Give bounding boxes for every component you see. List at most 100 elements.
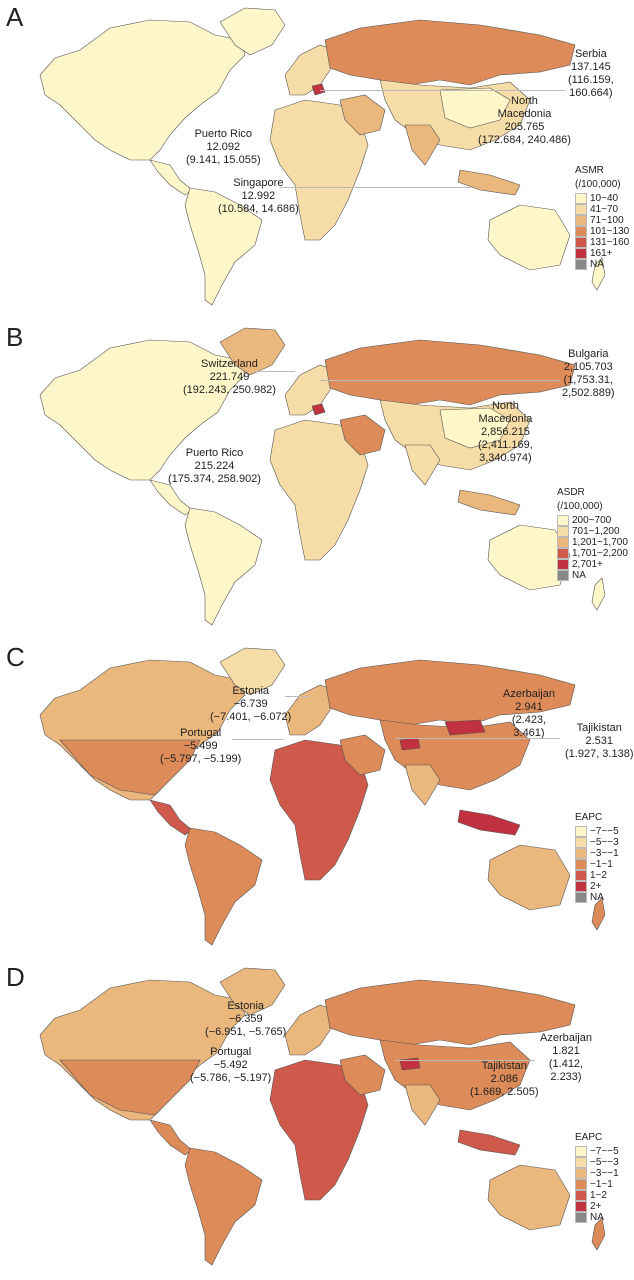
south-america-region: [184, 187, 263, 306]
panel-letter: A: [6, 2, 24, 32]
legend-item: 10~40: [575, 193, 629, 204]
annotation-line: (2.423,: [511, 714, 547, 726]
leader-line: [395, 738, 560, 739]
annotation-line: 215.224: [194, 460, 235, 472]
annotation-line: Portugal: [210, 1046, 252, 1058]
annotation-line: (10.584, 14.686): [218, 203, 299, 215]
world-map-d: [39, 967, 606, 1266]
legend-label: 2,701+: [572, 558, 603, 570]
europe-region: [284, 1004, 336, 1056]
legend-item: 2+: [575, 1201, 619, 1212]
annotation-line: Macedonia: [478, 413, 533, 425]
europe-region: [284, 684, 336, 736]
legend-swatch: [575, 215, 587, 226]
annotation-line: 2.086: [490, 1073, 519, 1085]
legend-swatch: [557, 515, 569, 526]
annotation-line: 205.765: [504, 121, 545, 133]
annotation-line: −6.359: [228, 1013, 263, 1025]
legend-swatch: [557, 548, 569, 559]
annotation-line: 2,105.703: [563, 361, 613, 373]
legend-label: −1~1: [590, 858, 613, 870]
legend-subtitle: (/100,000): [557, 501, 603, 512]
legend-item: NA: [575, 892, 619, 903]
legend-swatch: [575, 1190, 587, 1201]
mongolia-region: [444, 719, 486, 736]
annotation-line: 2,502.889): [562, 387, 615, 399]
legend-label: 200~700: [572, 514, 612, 526]
legend-label: 10~40: [590, 192, 619, 204]
sea-islands-region: [457, 169, 521, 196]
annotation-line: (175.374, 258.902): [168, 473, 261, 485]
legend-d: EAPC −7~−5 −5~−3 −3~−1 −1~1 1~2 2+ NA: [575, 1132, 619, 1223]
central-america-region: [149, 799, 193, 836]
legend-a: ASMR (/100,000) 10~40 41~70 71~100 101~1…: [575, 165, 629, 270]
annotation-puerto-rico: Puerto Rico 12.092 (9.141, 15.055): [186, 128, 261, 167]
central-america-region: [149, 1119, 193, 1156]
annotation-line: (−6.951, −5.765): [205, 1026, 287, 1038]
panel-letter: C: [6, 642, 25, 672]
world-map-b: [39, 327, 606, 626]
legend-item: NA: [575, 259, 629, 270]
legend-label: −7~−5: [590, 1145, 619, 1157]
legend-swatch: [575, 248, 587, 259]
legend-label: 101~130: [590, 225, 630, 237]
india-region: [404, 1084, 441, 1126]
annotation-line: (192.243, 250.982): [183, 384, 276, 396]
russia-region: [324, 659, 576, 726]
annotation-azerbaijan: Azerbaijan 2.941 (2.423, 3.461): [503, 688, 555, 740]
south-america-region: [184, 827, 263, 946]
annotation-line: −6.739: [233, 698, 268, 710]
annotation-line: North: [511, 95, 538, 107]
annotation-line: Azerbaijan: [540, 1032, 592, 1044]
legend-label: 1,701~2,200: [572, 547, 628, 559]
annotation-line: 2.941: [515, 701, 543, 713]
legend-item: −7~−5: [575, 826, 619, 837]
annotation-tajikistan: Tajikistan 2.086 (1.669, 2.505): [470, 1060, 539, 1099]
annotation-line: −5.499: [183, 740, 218, 752]
panel-c: C Estonia −6.739 (−7.401, −6.072) Azerba…: [0, 640, 634, 960]
india-region: [404, 124, 441, 166]
annotation-line: 12.092: [206, 141, 241, 153]
leader-line: [232, 739, 284, 740]
annotation-line: 3,340.974): [479, 452, 532, 464]
new-zealand-region: [591, 897, 606, 931]
legend-item: 1~2: [575, 870, 619, 881]
legend-label: 701~1,200: [572, 525, 620, 537]
annotation-line: (172.684, 240.486): [478, 134, 571, 146]
annotation-puerto-rico: Puerto Rico 215.224 (175.374, 258.902): [168, 447, 261, 486]
legend-label: 131~160: [590, 236, 630, 248]
annotation-line: 160.664): [569, 87, 613, 99]
annotation-north-macedonia: North Macedonia 205.765 (172.684, 240.48…: [478, 95, 571, 147]
legend-swatch: [557, 570, 569, 581]
annotation-line: (1.412,: [548, 1058, 584, 1070]
legend-title: EAPC: [575, 812, 603, 823]
legend-title: ASMR: [575, 165, 604, 176]
europe-region: [284, 44, 336, 96]
legend-label: −1~1: [590, 1178, 613, 1190]
legend-label: −7~−5: [590, 825, 619, 837]
annotation-line: 2.233): [550, 1071, 582, 1083]
annotation-line: (−5.797, −5.199): [160, 753, 242, 765]
new-zealand-region: [591, 1217, 606, 1251]
panel-b: B Switzerland 221.749 (192.243, 250.982)…: [0, 320, 634, 640]
annotation-line: 12.992: [241, 190, 276, 202]
annotation-line: Azerbaijan: [503, 688, 555, 700]
annotation-line: 137.145: [570, 61, 611, 73]
legend-swatch: [575, 204, 587, 215]
annotation-line: North: [491, 400, 519, 412]
middle-east-region: [339, 1054, 386, 1096]
annotation-switzerland: Switzerland 221.749 (192.243, 250.982): [183, 358, 276, 397]
legend-item: −3~−1: [575, 848, 619, 859]
middle-east-region: [339, 94, 386, 136]
legend-title: EAPC: [575, 1132, 603, 1143]
legend-label: NA: [590, 1211, 604, 1223]
legend-item: −1~1: [575, 1179, 619, 1190]
legend-item: 1,201~1,700: [557, 537, 628, 548]
annotation-line: −5.492: [213, 1059, 248, 1071]
legend-swatch: [575, 259, 587, 270]
legend-item: −3~−1: [575, 1168, 619, 1179]
legend-subtitle: (/100,000): [575, 179, 621, 190]
legend-title: ASDR: [557, 487, 585, 498]
greenland-region: [219, 647, 286, 696]
india-region: [404, 444, 441, 486]
